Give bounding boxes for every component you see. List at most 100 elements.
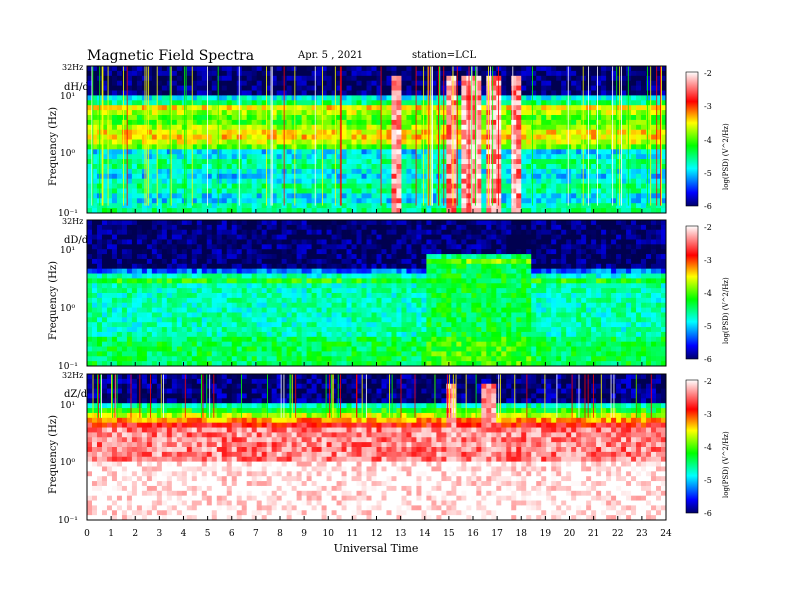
heatmap-cell bbox=[276, 220, 283, 226]
heatmap-cell bbox=[171, 297, 178, 304]
heatmap-cell bbox=[366, 90, 372, 96]
heatmap-cell bbox=[276, 144, 283, 150]
heatmap-cell bbox=[276, 244, 283, 250]
heatmap-cell bbox=[126, 95, 133, 101]
heatmap-cell bbox=[481, 95, 487, 101]
heatmap-cell bbox=[521, 110, 527, 116]
heatmap-cell bbox=[601, 188, 607, 194]
heatmap-cell bbox=[206, 139, 213, 145]
heatmap-cell bbox=[536, 134, 542, 140]
heatmap-cell bbox=[451, 70, 457, 77]
heatmap-cell bbox=[116, 278, 123, 284]
heatmap-cell bbox=[561, 115, 567, 121]
heatmap-cell bbox=[171, 110, 178, 116]
heatmap-cell bbox=[226, 297, 233, 304]
heatmap-cell bbox=[231, 224, 238, 231]
heatmap-cell bbox=[576, 154, 582, 160]
heatmap-cell bbox=[186, 149, 193, 155]
heatmap-cell bbox=[231, 331, 238, 338]
heatmap-cell bbox=[336, 95, 342, 101]
heatmap-cell bbox=[271, 159, 278, 165]
heatmap-cell bbox=[266, 119, 273, 126]
heatmap-cell bbox=[126, 244, 133, 250]
heatmap-cell bbox=[556, 173, 562, 180]
heatmap-cell bbox=[121, 361, 128, 367]
heatmap-cell bbox=[87, 341, 93, 347]
heatmap-cell bbox=[351, 154, 357, 160]
heatmap-cell bbox=[571, 164, 577, 170]
heatmap-cell bbox=[111, 283, 118, 289]
heatmap-cell bbox=[346, 115, 352, 121]
heatmap-cell bbox=[256, 351, 263, 357]
heatmap-cell bbox=[126, 224, 133, 231]
heatmap-cell bbox=[561, 183, 567, 189]
heatmap-cell bbox=[356, 66, 362, 72]
heatmap-cell bbox=[301, 317, 308, 323]
heatmap-cell bbox=[376, 66, 382, 72]
heatmap-cell bbox=[316, 149, 322, 155]
heatmap-cell bbox=[101, 183, 108, 189]
heatmap-cell bbox=[121, 119, 128, 126]
heatmap-cell bbox=[461, 188, 467, 194]
heatmap-cell bbox=[216, 268, 223, 274]
heatmap-cell bbox=[121, 90, 128, 96]
heatmap-cell bbox=[191, 154, 198, 160]
heatmap-cell bbox=[351, 139, 357, 145]
heatmap-cell bbox=[176, 336, 183, 343]
heatmap-cell bbox=[241, 208, 248, 214]
heatmap-cell bbox=[151, 100, 158, 106]
heatmap-cell bbox=[546, 129, 552, 135]
heatmap-cell bbox=[211, 297, 218, 304]
heatmap-cell bbox=[576, 70, 582, 77]
heatmap-cell bbox=[361, 80, 367, 86]
heatmap-cell bbox=[136, 356, 143, 362]
heatmap-cell bbox=[471, 110, 477, 116]
heatmap-cell bbox=[191, 80, 198, 86]
heatmap-cell bbox=[291, 119, 298, 126]
heatmap-cell bbox=[206, 119, 213, 126]
heatmap-cell bbox=[476, 110, 482, 116]
heatmap-cell bbox=[111, 90, 118, 96]
heatmap-cell bbox=[531, 119, 537, 126]
heatmap-cell bbox=[151, 85, 158, 91]
heatmap-cell bbox=[416, 119, 422, 126]
heatmap-cell bbox=[431, 110, 437, 116]
heatmap-cell bbox=[506, 203, 512, 209]
heatmap-cell bbox=[241, 178, 248, 184]
heatmap-cell bbox=[316, 297, 322, 304]
heatmap-cell bbox=[186, 239, 193, 245]
heatmap-cell bbox=[111, 149, 118, 155]
heatmap-cell bbox=[416, 154, 422, 160]
heatmap-cell bbox=[541, 139, 547, 145]
heatmap-cell bbox=[91, 307, 98, 313]
heatmap-cell bbox=[396, 164, 402, 170]
heatmap-cell bbox=[596, 198, 602, 204]
heatmap-cell bbox=[191, 95, 198, 101]
heatmap-cell bbox=[211, 139, 218, 145]
heatmap-cell bbox=[406, 75, 412, 82]
heatmap-cell bbox=[341, 95, 347, 101]
heatmap-cell bbox=[166, 193, 173, 199]
heatmap-cell bbox=[131, 244, 138, 250]
heatmap-cell bbox=[226, 351, 233, 357]
heatmap-cell bbox=[256, 317, 263, 323]
heatmap-cell bbox=[87, 229, 93, 235]
heatmap-cell bbox=[126, 283, 133, 289]
heatmap-cell bbox=[261, 278, 268, 284]
heatmap-cell bbox=[161, 234, 168, 240]
heatmap-cell bbox=[491, 75, 497, 82]
heatmap-cell bbox=[596, 173, 602, 180]
heatmap-cell bbox=[606, 80, 612, 86]
heatmap-cell bbox=[146, 193, 153, 199]
heatmap-cell bbox=[206, 273, 213, 279]
heatmap-cell bbox=[161, 198, 168, 204]
heatmap-cell bbox=[521, 85, 527, 91]
heatmap-cell bbox=[321, 249, 327, 255]
heatmap-cell bbox=[246, 173, 253, 180]
heatmap-cell bbox=[191, 183, 198, 189]
heatmap-cell bbox=[366, 80, 372, 86]
heatmap-cell bbox=[461, 203, 467, 209]
heatmap-cell bbox=[396, 139, 402, 145]
heatmap-cell bbox=[286, 268, 293, 274]
heatmap-cell bbox=[156, 234, 163, 240]
